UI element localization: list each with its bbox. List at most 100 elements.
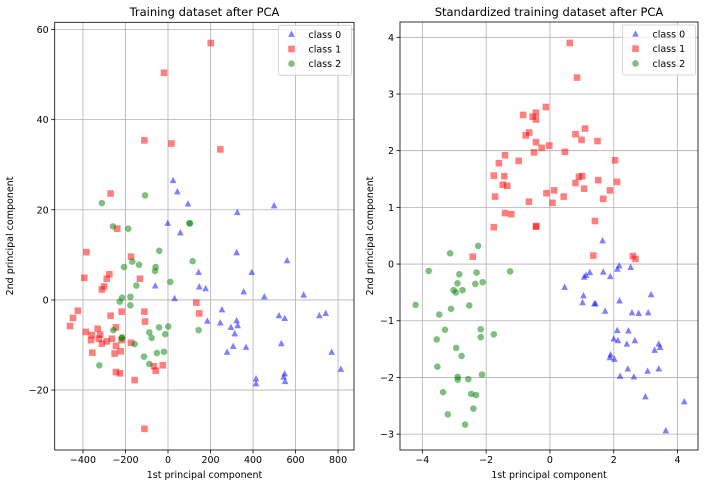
point-class-2 [433,336,440,343]
point-class-2 [155,324,163,331]
point-class-1 [131,376,138,384]
point-class-2 [446,249,454,257]
y-tick-label: 2 [388,146,394,157]
point-class-0 [174,187,181,195]
point-class-0 [223,348,231,355]
point-class-0 [561,283,568,290]
point-class-0 [616,372,624,379]
point-class-1 [532,109,540,117]
point-class-2 [110,326,117,334]
point-class-0 [580,273,588,280]
point-class-1 [94,325,101,333]
point-class-0 [252,379,260,387]
plot-frame [399,21,699,451]
x-axis-label: 1st principal component [147,470,263,481]
point-class-1 [74,307,82,315]
point-class-0 [275,311,283,319]
point-class-0 [169,176,177,184]
point-class-2 [120,263,128,271]
data-points [66,39,345,433]
y-tick-label: 0 [388,260,394,271]
point-class-1 [590,252,597,259]
point-class-1 [572,179,579,187]
point-class-1 [207,39,215,47]
point-class-2 [412,301,419,309]
point-class-1 [112,368,120,376]
point-class-1 [141,308,148,315]
point-class-0 [651,346,658,353]
chart-title: Standardized training dataset after PCA [435,5,664,19]
point-class-0 [233,248,240,256]
point-class-0 [623,340,631,347]
legend-label: class 1 [653,44,686,55]
point-class-1 [160,69,168,77]
point-class-1 [578,172,586,180]
point-class-0 [606,272,614,280]
point-class-2 [441,326,449,334]
x-tick-label: 200 [201,455,219,466]
point-class-1 [632,255,639,263]
y-tick-label: 40 [37,115,49,126]
point-class-2 [98,199,106,207]
point-class-0 [270,201,278,209]
point-class-0 [260,292,268,300]
point-class-0 [316,311,323,319]
point-class-0 [606,353,614,361]
point-class-1 [499,181,507,188]
point-class-1 [495,159,503,167]
y-tick-label: −20 [29,386,49,397]
point-class-1 [578,136,585,144]
point-class-1 [490,223,498,231]
point-class-1 [469,253,477,260]
point-class-2 [131,340,138,348]
point-class-1 [127,339,135,347]
point-class-1 [549,199,556,207]
point-class-1 [141,137,148,144]
x-tick-label: 400 [244,455,262,466]
x-tick-label: 0 [547,455,553,466]
point-class-1 [116,370,124,377]
point-class-0 [592,299,599,307]
point-class-2 [474,242,482,250]
point-class-0 [613,326,621,333]
point-class-1 [69,314,77,322]
point-class-2 [490,331,498,338]
point-class-0 [630,373,638,380]
point-class-0 [599,237,606,244]
point-class-2 [135,261,143,269]
point-class-0 [601,307,609,314]
point-class-2 [472,391,480,399]
point-class-1 [136,275,144,283]
point-class-1 [546,142,553,149]
point-class-1 [508,210,515,218]
point-class-2 [128,258,136,265]
point-class-0 [662,426,670,434]
point-class-1 [560,193,567,200]
point-class-1 [581,125,589,132]
point-class-1 [127,253,135,260]
point-class-1 [80,274,88,282]
point-class-0 [202,284,209,292]
point-class-1 [522,132,530,139]
point-class-1 [195,310,203,317]
point-class-1 [606,187,614,194]
point-class-2 [195,326,202,334]
point-class-0 [328,348,335,355]
point-class-2 [425,267,433,275]
right-chart-panel: Standardized training dataset after PCA … [365,5,699,481]
point-class-1 [95,335,103,342]
point-class-1 [96,331,104,338]
point-class-0 [242,343,250,350]
x-tick-label: 2 [611,455,617,466]
legend-label: class 2 [653,59,686,70]
point-class-1 [117,348,124,355]
point-class-2 [458,352,465,360]
point-class-1 [111,350,118,357]
point-class-2 [186,220,194,227]
point-class-2 [454,280,461,287]
legend: class 0 class 1 class 2 [622,24,696,76]
point-class-2 [151,267,159,275]
legend-box [622,24,696,76]
point-class-0 [586,268,594,276]
point-class-1 [152,367,159,374]
